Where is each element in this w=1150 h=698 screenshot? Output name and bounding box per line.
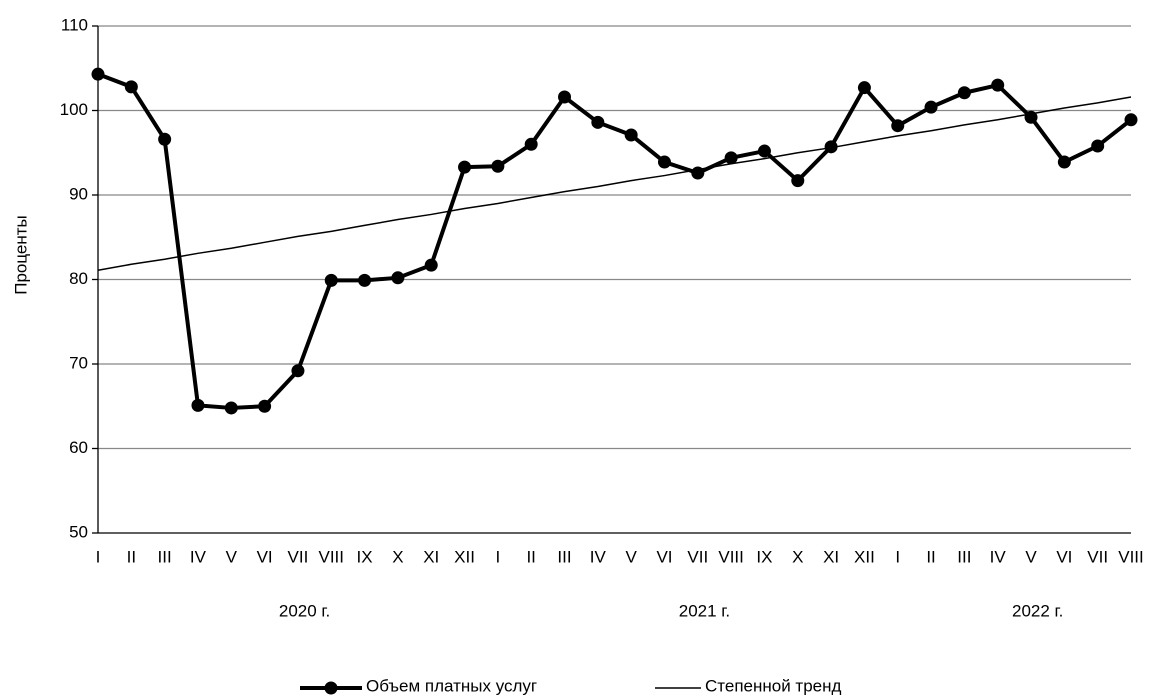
x-tick-label: VIII (1118, 547, 1144, 566)
x-tick-label: VIII (319, 547, 345, 566)
x-tick-label: V (625, 547, 637, 566)
group-label: 2021 г. (679, 601, 730, 620)
y-tick-label: 100 (60, 100, 88, 119)
data-point (657, 155, 671, 169)
data-point (391, 271, 405, 285)
x-tick-label: III (957, 547, 971, 566)
x-tick-label: VI (257, 547, 273, 566)
data-point (957, 86, 971, 100)
data-point (791, 174, 805, 188)
x-tick-label: I (895, 547, 900, 566)
data-point (724, 151, 738, 165)
x-tick-label: II (926, 547, 935, 566)
y-tick-label: 70 (69, 353, 88, 372)
x-tick-label: IV (990, 547, 1007, 566)
data-line (97, 72, 1133, 410)
y-tick-label: 80 (69, 269, 88, 288)
legend-label: Объем платных услуг (366, 676, 537, 695)
x-tick-label: VIII (718, 547, 744, 566)
data-point (458, 160, 472, 174)
x-tick-label: IV (190, 547, 207, 566)
x-tick-label: X (792, 547, 803, 566)
data-point (991, 78, 1005, 92)
x-tick-label: III (158, 547, 172, 566)
data-point (824, 140, 838, 154)
data-point (591, 115, 605, 129)
data-point (757, 144, 771, 158)
data-point (258, 399, 272, 413)
x-tick-label: IX (357, 547, 373, 566)
x-tick-label: IV (590, 547, 607, 566)
data-point (124, 80, 138, 94)
x-tick-label: III (557, 547, 571, 566)
y-axis-label: Проценты (11, 215, 30, 295)
data-point (1124, 113, 1138, 127)
y-tick-label: 110 (61, 15, 88, 34)
x-tick-label: II (127, 547, 136, 566)
x-tick-label: VI (1056, 547, 1072, 566)
data-point (1057, 155, 1071, 169)
group-label: 2020 г. (279, 601, 330, 620)
data-point (558, 90, 572, 104)
y-tick-label: 50 (69, 522, 88, 541)
data-point (857, 81, 871, 95)
x-tick-label: VII (1087, 547, 1108, 566)
data-point (191, 398, 205, 412)
group-label: 2022 г. (1012, 601, 1063, 620)
data-point (424, 258, 438, 272)
x-tick-label: I (496, 547, 501, 566)
trend-line (97, 96, 1132, 271)
x-tick-label: V (1025, 547, 1037, 566)
legend-marker (324, 681, 338, 695)
x-tick-label: VII (288, 547, 309, 566)
data-point (524, 137, 538, 151)
data-point (324, 273, 338, 287)
x-tick-label: II (526, 547, 535, 566)
data-point (358, 273, 372, 287)
x-tick-label: XI (823, 547, 839, 566)
data-point (291, 364, 305, 378)
y-tick-label: 60 (69, 438, 88, 457)
data-point (491, 159, 505, 173)
x-tick-label: VI (656, 547, 672, 566)
x-tick-label: I (96, 547, 101, 566)
x-tick-label: XII (854, 547, 875, 566)
legend-label: Степенной тренд (705, 676, 842, 695)
x-tick-label: V (226, 547, 238, 566)
data-point (91, 67, 105, 81)
data-point (1091, 139, 1105, 153)
x-tick-label: IX (756, 547, 772, 566)
data-point (924, 100, 938, 114)
data-point (224, 401, 238, 415)
data-point (891, 119, 905, 133)
x-tick-label: XI (423, 547, 439, 566)
x-tick-label: VII (687, 547, 708, 566)
x-tick-label: XII (454, 547, 475, 566)
x-tick-label: X (392, 547, 403, 566)
y-tick-label: 90 (69, 184, 88, 203)
data-point (158, 132, 172, 146)
data-point (624, 128, 638, 142)
